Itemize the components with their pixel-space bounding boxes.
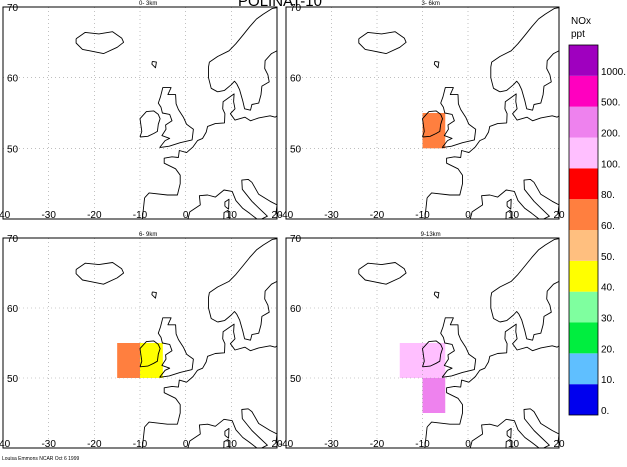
panel-frame: [285, 237, 560, 449]
lon-tick-label: 20: [553, 439, 565, 450]
legend-swatch-2: [569, 322, 598, 354]
legend-swatch-1: [569, 353, 598, 385]
nox-cell-1-0: [422, 113, 446, 149]
graticule: [286, 238, 559, 448]
legend-swatch-7: [569, 168, 598, 200]
map-panel-3: 9-13km -40 -30 -20 -10 0 10 20 70 60 50: [279, 232, 565, 450]
lon-tick-label: -10: [415, 210, 430, 221]
coastline: [75, 7, 277, 219]
lon-tick-label: 0: [183, 210, 189, 221]
panel-frame: [2, 237, 278, 449]
graticule: [286, 7, 559, 219]
lat-tick-label: 60: [7, 304, 19, 315]
legend-label-9: 200.: [601, 129, 620, 140]
lat-tick-label: 50: [7, 144, 19, 155]
panel-label: 0- 3km: [139, 1, 157, 7]
panel-label: 6- 9km: [139, 232, 157, 238]
legend-label-3: 30.: [601, 314, 615, 325]
legend-label-10: 500.: [601, 98, 620, 109]
legend-label-7: 80.: [601, 190, 615, 201]
lat-tick-label: 60: [290, 74, 302, 85]
nox-cell-2-0: [117, 343, 140, 378]
lon-tick-label: -20: [87, 210, 102, 221]
coastline: [358, 238, 559, 448]
legend-swatch-9: [569, 106, 598, 138]
lon-tick-label: 20: [553, 210, 565, 221]
legend-label-2: 20.: [601, 344, 615, 355]
lon-tick-label: -20: [87, 439, 102, 450]
lat-tick-label: 60: [290, 304, 302, 315]
panel-label: 9-13km: [421, 232, 441, 238]
legend-label-1: 10.: [601, 375, 615, 386]
coastline: [75, 238, 277, 448]
lon-tick-label: -10: [415, 439, 430, 450]
map-panel-0: 0- 3km -40 -30 -20 -10 0 10 20 70 60 50: [0, 1, 283, 221]
map-panel-1: 3- 6km -40 -30 -20 -10 0 10 20 70 60 50: [279, 1, 565, 221]
lon-tick-label: -40: [279, 210, 294, 221]
lon-tick-label: -40: [0, 439, 11, 450]
lon-tick-label: -20: [370, 439, 385, 450]
nox-cell-3-1: [422, 378, 446, 413]
coastline: [358, 7, 559, 219]
nox-cell-2-1: [140, 343, 163, 378]
legend-label-4: 40.: [601, 283, 615, 294]
legend-swatch-0: [569, 384, 598, 415]
lat-tick-label: 60: [7, 74, 19, 85]
lat-tick-label: 70: [7, 3, 19, 14]
lon-tick-label: -20: [370, 210, 385, 221]
legend-swatch-3: [569, 291, 598, 323]
lon-tick-label: -40: [0, 210, 11, 221]
lon-tick-label: -30: [41, 210, 56, 221]
legend-swatch-5: [569, 230, 598, 261]
legend-unit: ppt: [571, 29, 585, 40]
panel-frame: [285, 6, 560, 220]
legend-swatch-11: [569, 45, 598, 76]
graticule: [3, 238, 277, 448]
lat-tick-label: 50: [290, 374, 302, 385]
credit-text: Louisa Emmons NCAR Oct 6 1999: [2, 456, 79, 462]
panel-frame: [2, 6, 278, 220]
graticule: [3, 7, 277, 219]
legend-swatch-4: [569, 260, 598, 292]
lon-tick-label: 10: [508, 210, 520, 221]
lon-tick-label: -30: [41, 439, 56, 450]
lat-tick-label: 70: [290, 3, 302, 14]
legend-label-8: 100.: [601, 159, 620, 170]
legend-label-5: 50.: [601, 252, 615, 263]
lon-tick-label: -40: [279, 439, 294, 450]
legend-label-6: 60.: [601, 221, 615, 232]
lat-tick-label: 50: [290, 144, 302, 155]
legend-title: NOx: [571, 16, 591, 27]
lon-tick-label: -30: [324, 439, 339, 450]
figure-title: POLINAT-10: [238, 0, 322, 10]
lon-tick-label: 10: [226, 439, 238, 450]
lon-tick-label: 20: [271, 210, 283, 221]
legend-swatch-8: [569, 137, 598, 169]
legend-swatch-6: [569, 199, 598, 230]
lon-tick-label: -10: [133, 439, 148, 450]
panel-label: 3- 6km: [422, 1, 440, 7]
lon-tick-label: 0: [465, 439, 471, 450]
lon-tick-label: 10: [508, 439, 520, 450]
legend-label-11: 1000.: [601, 67, 626, 78]
lat-tick-label: 50: [7, 374, 19, 385]
map-panels: 0- 3km -40 -30 -20 -10 0 10 20 70 60 50 3- 6km -40 -3…: [0, 1, 565, 450]
lon-tick-label: -30: [324, 210, 339, 221]
lon-tick-label: -10: [133, 210, 148, 221]
lat-tick-label: 70: [290, 234, 302, 245]
map-panel-2: 6- 9km -40 -30 -20 -10 0 10 20 70 60 50: [0, 232, 283, 450]
lon-tick-label: 10: [226, 210, 238, 221]
lon-tick-label: 0: [183, 439, 189, 450]
color-legend: NOx ppt 0. 10. 20. 30. 40. 50. 60. 80. 100. 200. 500…: [568, 16, 626, 417]
legend-frame: [568, 44, 599, 416]
lon-tick-label: 20: [271, 439, 283, 450]
legend-label-0: 0.: [601, 406, 609, 417]
lon-tick-label: 0: [465, 210, 471, 221]
legend-swatch-10: [569, 75, 598, 107]
lat-tick-label: 70: [7, 234, 19, 245]
